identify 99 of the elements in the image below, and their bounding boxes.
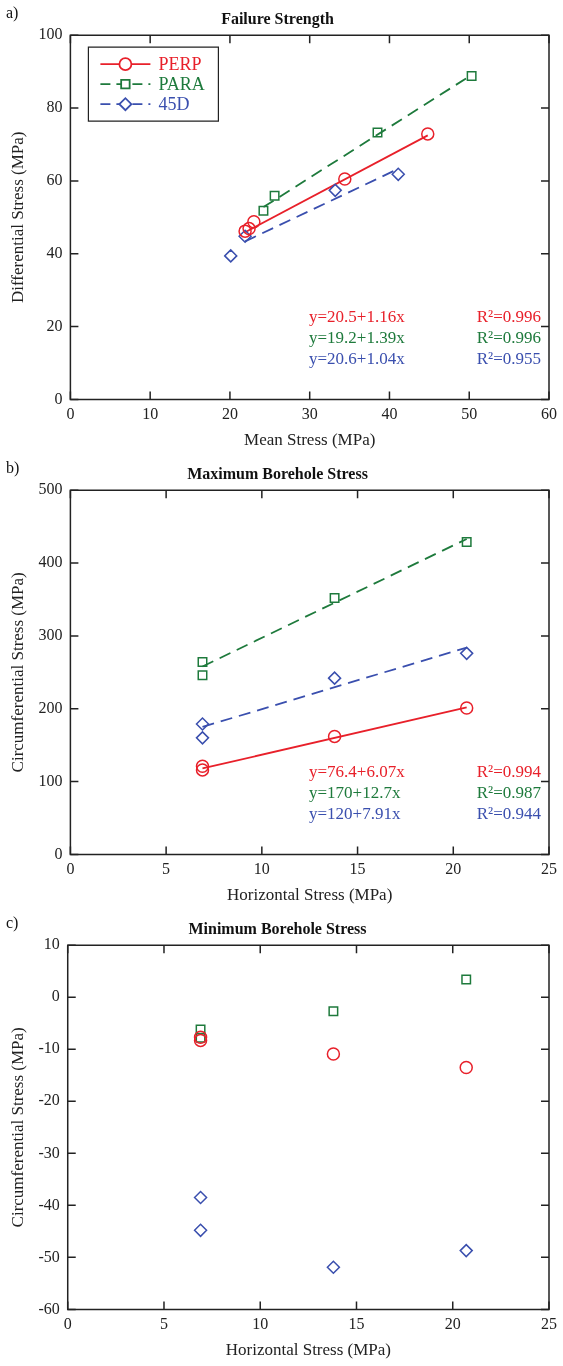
y-tick-label: 300 (38, 626, 63, 644)
point (372, 127, 383, 138)
x-tick-label: 40 (381, 405, 398, 423)
point (329, 593, 340, 603)
legend-label: PARA (158, 73, 205, 94)
annotation: y=20.5+1.16x (309, 306, 406, 326)
point (223, 249, 238, 263)
point (326, 1260, 341, 1275)
y-tick-label: -60 (38, 1299, 60, 1317)
x-tick-label: 20 (444, 1315, 461, 1333)
y-tick-label: 100 (38, 25, 63, 43)
x-axis-title: Horizontal Stress (MPa) (225, 1340, 391, 1360)
chart-title: Minimum Borehole Stress (188, 919, 367, 937)
annotation: R²=0.987 (476, 782, 542, 802)
chart-title: Failure Strength (221, 9, 334, 28)
x-tick-label: 15 (348, 1315, 365, 1333)
y-tick-label: 60 (46, 171, 63, 189)
point (193, 1190, 208, 1205)
legend-label: 45D (158, 93, 190, 114)
point (195, 759, 210, 774)
x-tick-label: 50 (461, 405, 478, 423)
text: a) (6, 4, 19, 23)
annotation: y=19.2+1.39x (309, 327, 406, 347)
point (466, 71, 477, 81)
legend-label: PERP (158, 53, 202, 74)
y-tick-label: 500 (38, 480, 63, 498)
y-tick-label: 20 (46, 316, 63, 334)
point (197, 670, 208, 681)
x-tick-label: 10 (142, 405, 159, 423)
point (195, 1024, 206, 1035)
point (459, 701, 474, 715)
x-tick-label: 25 (541, 1315, 557, 1333)
y-tick-label: 0 (54, 389, 63, 407)
text: b) (6, 459, 20, 478)
point (247, 214, 261, 229)
point (459, 1243, 473, 1258)
x-tick-label: 30 (301, 405, 318, 423)
point (328, 183, 342, 198)
y-tick-label: 0 (51, 987, 60, 1005)
annotation: R²=0.944 (476, 803, 542, 823)
y-tick-label: -30 (38, 1143, 60, 1161)
point (391, 167, 405, 182)
x-tick-label: 60 (541, 405, 557, 423)
point (326, 1047, 341, 1061)
y-tick-label: 0 (54, 844, 63, 862)
x-tick-label: 10 (253, 860, 270, 878)
y-tick-label: 40 (46, 243, 63, 261)
y-axis-title: Circumferential Stress (MPa) (7, 572, 27, 773)
annotation: y=120+7.91x (309, 803, 401, 823)
annotation: y=170+12.7x (309, 782, 401, 802)
x-tick-label: 20 (221, 405, 238, 423)
x-tick-label: 5 (159, 1315, 168, 1333)
x-tick-label: 0 (66, 860, 75, 878)
point (327, 671, 342, 685)
annotation: y=76.4+6.07x (309, 761, 406, 781)
point (328, 1006, 339, 1017)
point (195, 763, 210, 777)
annotation: R²=0.996 (476, 327, 541, 347)
point (195, 717, 210, 731)
annotation: y=20.6+1.04x (309, 348, 406, 368)
annotation: R²=0.996 (476, 306, 541, 326)
y-tick-label: -40 (38, 1195, 60, 1213)
point (238, 224, 252, 238)
point (461, 536, 472, 547)
y-tick-label: -20 (38, 1091, 60, 1109)
y-axis-title: Circumferential Stress (MPa) (7, 1027, 27, 1228)
x-tick-label: 5 (162, 860, 171, 878)
x-tick-label: 0 (66, 405, 75, 423)
point (193, 1223, 208, 1238)
y-tick-label: -10 (38, 1039, 60, 1057)
x-tick-label: 10 (252, 1315, 269, 1333)
point (258, 205, 269, 216)
point (238, 229, 252, 243)
x-tick-label: 25 (541, 860, 557, 878)
point (242, 221, 256, 236)
text: c) (6, 914, 19, 933)
point (327, 729, 342, 744)
y-tick-label: -50 (38, 1247, 60, 1265)
y-tick-label: 200 (38, 698, 63, 716)
point (421, 127, 435, 141)
x-axis-title: Horizontal Stress (MPa) (227, 885, 393, 905)
x-tick-label: 20 (445, 860, 462, 878)
point (459, 646, 474, 661)
y-axis-title: Differential Stress (MPa) (7, 131, 27, 304)
y-tick-label: 80 (46, 98, 63, 116)
point (461, 974, 472, 985)
y-tick-label: 400 (38, 553, 63, 571)
annotation: R²=0.955 (476, 348, 541, 368)
point (269, 190, 280, 201)
point (459, 1060, 473, 1075)
point (338, 172, 352, 186)
annotation: R²=0.994 (476, 761, 542, 781)
chart-title: Maximum Borehole Stress (187, 464, 368, 482)
y-tick-label: 10 (43, 935, 60, 953)
point (197, 657, 208, 668)
point (195, 731, 210, 745)
y-tick-label: 100 (38, 771, 63, 789)
x-tick-label: 15 (349, 860, 366, 878)
x-axis-title: Mean Stress (MPa) (244, 430, 376, 450)
